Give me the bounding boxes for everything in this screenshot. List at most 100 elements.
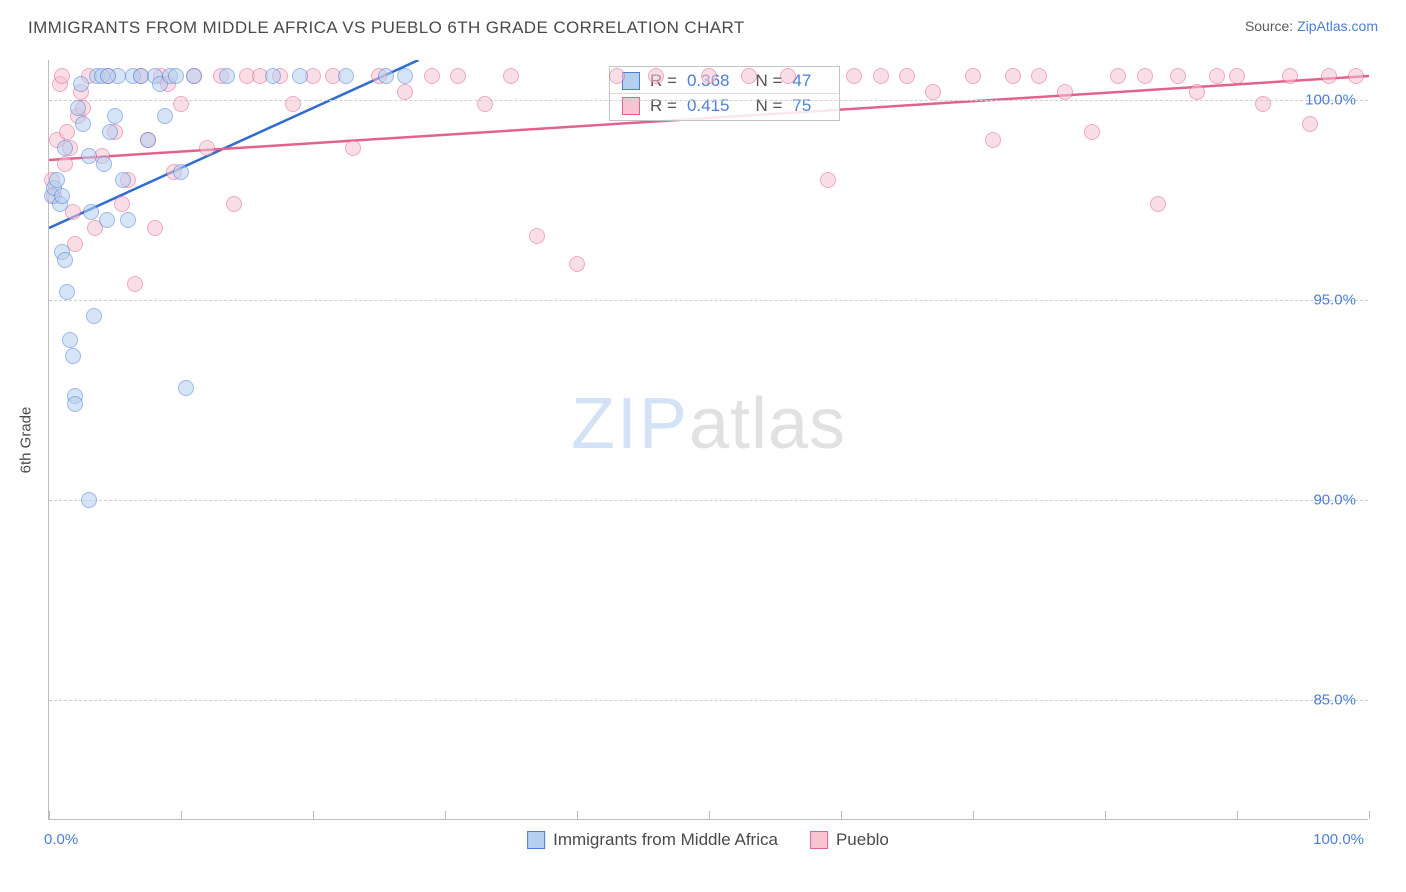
x-axis-max-label: 100.0%: [1313, 831, 1364, 848]
chart-area: 6th Grade ZIPatlas R =0.368N =47R =0.415…: [48, 60, 1368, 820]
y-tick-label: 90.0%: [1313, 492, 1356, 509]
data-point: [199, 140, 215, 156]
data-point: [54, 188, 70, 204]
data-point: [186, 68, 202, 84]
data-point: [873, 68, 889, 84]
data-point: [59, 284, 75, 300]
data-point: [83, 204, 99, 220]
stat-r-value: 0.415: [687, 96, 730, 116]
data-point: [925, 84, 941, 100]
data-point: [54, 68, 70, 84]
data-point: [57, 140, 73, 156]
data-point: [820, 172, 836, 188]
y-tick-label: 95.0%: [1313, 292, 1356, 309]
data-point: [609, 68, 625, 84]
data-point: [1229, 68, 1245, 84]
x-tick: [181, 811, 182, 819]
legend-swatch: [810, 831, 828, 849]
trend-lines: [49, 60, 1369, 820]
y-tick-label: 85.0%: [1313, 692, 1356, 709]
data-point: [114, 196, 130, 212]
data-point: [168, 68, 184, 84]
data-point: [1084, 124, 1100, 140]
data-point: [99, 212, 115, 228]
data-point: [96, 156, 112, 172]
stats-row: R = 0.415 N = 75: [610, 93, 839, 118]
data-point: [73, 76, 89, 92]
x-tick: [49, 811, 50, 819]
data-point: [57, 252, 73, 268]
gridline-h: [49, 300, 1368, 301]
data-point: [1057, 84, 1073, 100]
stat-n-label: N =: [755, 96, 782, 116]
data-point: [1302, 116, 1318, 132]
data-point: [178, 380, 194, 396]
chart-header: IMMIGRANTS FROM MIDDLE AFRICA VS PUEBLO …: [0, 0, 1406, 46]
data-point: [140, 132, 156, 148]
data-point: [701, 68, 717, 84]
gridline-h: [49, 700, 1368, 701]
data-point: [503, 68, 519, 84]
legend-swatch: [622, 72, 640, 90]
x-tick: [577, 811, 578, 819]
x-tick: [1369, 811, 1370, 819]
stat-r-label: R =: [650, 96, 677, 116]
watermark-atlas: atlas: [689, 384, 846, 464]
data-point: [292, 68, 308, 84]
x-tick: [973, 811, 974, 819]
data-point: [741, 68, 757, 84]
data-point: [81, 148, 97, 164]
data-point: [424, 68, 440, 84]
data-point: [1348, 68, 1364, 84]
y-axis-label: 6th Grade: [18, 407, 35, 474]
data-point: [1209, 68, 1225, 84]
gridline-h: [49, 500, 1368, 501]
stat-n-value: 75: [792, 96, 811, 116]
data-point: [1255, 96, 1271, 112]
data-point: [127, 276, 143, 292]
data-point: [378, 68, 394, 84]
x-tick: [841, 811, 842, 819]
source-link[interactable]: ZipAtlas.com: [1297, 18, 1378, 34]
data-point: [1170, 68, 1186, 84]
legend-label: Immigrants from Middle Africa: [553, 830, 778, 850]
data-point: [450, 68, 466, 84]
data-point: [338, 68, 354, 84]
data-point: [1137, 68, 1153, 84]
data-point: [70, 100, 86, 116]
data-point: [102, 124, 118, 140]
y-tick-label: 100.0%: [1305, 92, 1356, 109]
data-point: [477, 96, 493, 112]
legend-swatch: [527, 831, 545, 849]
x-tick: [445, 811, 446, 819]
data-point: [985, 132, 1001, 148]
data-point: [1189, 84, 1205, 100]
data-point: [67, 396, 83, 412]
legend-bottom: Immigrants from Middle Africa Pueblo: [527, 830, 889, 850]
data-point: [846, 68, 862, 84]
data-point: [59, 124, 75, 140]
data-point: [529, 228, 545, 244]
x-tick: [313, 811, 314, 819]
data-point: [81, 492, 97, 508]
data-point: [57, 156, 73, 172]
x-tick: [1237, 811, 1238, 819]
legend-item: Immigrants from Middle Africa: [527, 830, 778, 850]
data-point: [49, 172, 65, 188]
data-point: [173, 96, 189, 112]
data-point: [147, 220, 163, 236]
data-point: [219, 68, 235, 84]
data-point: [648, 68, 664, 84]
data-point: [1031, 68, 1047, 84]
legend-label: Pueblo: [836, 830, 889, 850]
source-attribution: Source: ZipAtlas.com: [1245, 18, 1378, 34]
data-point: [965, 68, 981, 84]
data-point: [107, 108, 123, 124]
stats-row: R =0.368N =47: [610, 69, 839, 93]
data-point: [899, 68, 915, 84]
chart-title: IMMIGRANTS FROM MIDDLE AFRICA VS PUEBLO …: [28, 18, 745, 38]
data-point: [100, 68, 116, 84]
x-tick: [709, 811, 710, 819]
data-point: [569, 256, 585, 272]
data-point: [1150, 196, 1166, 212]
